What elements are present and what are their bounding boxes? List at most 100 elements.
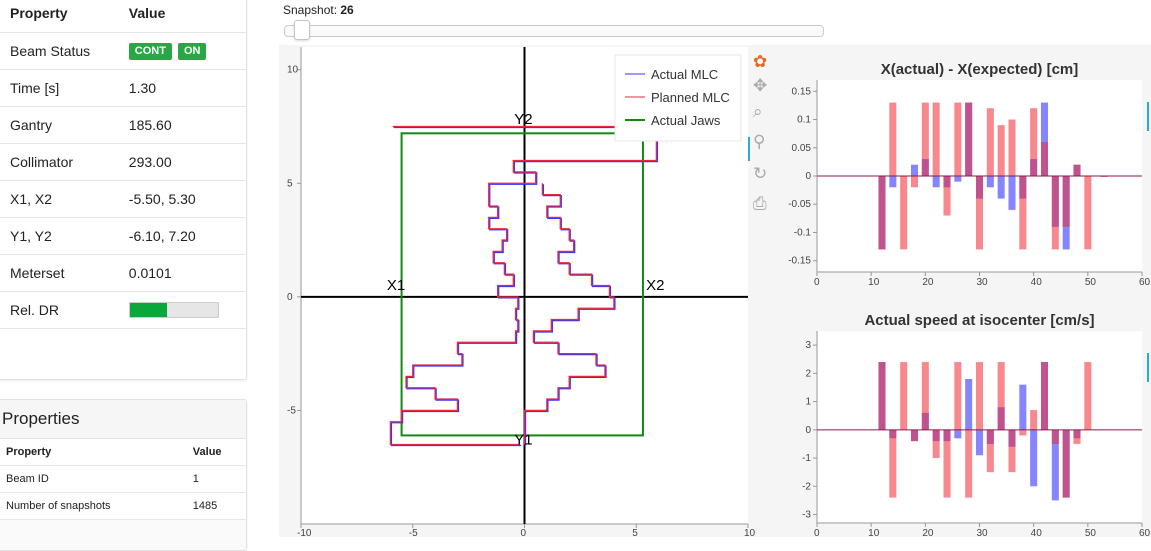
speed-chart-bar — [1084, 362, 1092, 430]
property-label: Rel. DR — [0, 291, 115, 329]
speed-chart-bar — [932, 429, 940, 459]
x-tick-label: 60 — [1139, 528, 1151, 537]
jaw-label: X2 — [646, 277, 664, 294]
error-chart-bar — [975, 176, 984, 250]
speed-chart-bar — [1019, 384, 1027, 430]
table-header-row: Property Value — [0, 0, 246, 33]
error-chart-bar — [1084, 176, 1092, 250]
x-tick-label: 0 — [521, 528, 527, 537]
speed-chart-bar — [1062, 429, 1070, 498]
error-chart-bar — [1073, 164, 1081, 176]
x-tick-label: 0 — [814, 277, 820, 288]
property-value: 1.30 — [114, 69, 246, 107]
property-value: 185.60 — [114, 106, 246, 144]
property-value — [114, 291, 246, 329]
property-value: -6.10, 7.20 — [114, 217, 246, 255]
y-tick-label: -3 — [802, 510, 811, 521]
speed-chart-bar — [986, 429, 994, 473]
x-tick-label: 10 — [868, 528, 880, 537]
error-chart-bar — [889, 176, 897, 188]
dose-rate-fill — [129, 302, 167, 317]
error-chart-bar — [1008, 119, 1016, 176]
snapshot-slider-handle[interactable] — [293, 20, 310, 40]
property-value: 0.0101 — [114, 254, 246, 292]
y-tick-label: 0 — [805, 425, 811, 436]
x-tick-label: 0 — [814, 528, 820, 537]
x-tick-label: 40 — [1031, 277, 1043, 288]
y-tick-label: 3 — [805, 340, 811, 351]
speed-chart-bar — [900, 362, 908, 430]
table-header-row: Property Value — [0, 439, 246, 466]
snapshot-slider-track[interactable] — [284, 25, 824, 37]
speed-chart-bar — [965, 429, 973, 498]
x-tick-label: -10 — [297, 528, 312, 537]
y-tick-label: 0.15 — [792, 86, 812, 97]
x-tick-label: 50 — [1085, 277, 1097, 288]
legend-label: Actual Jaws — [651, 113, 721, 128]
x-tick-label: 60 — [1139, 277, 1151, 288]
property-label: X1, X2 — [0, 180, 115, 218]
error-chart-bar — [900, 176, 908, 250]
x-tick-label: 30 — [977, 277, 989, 288]
table-row: Beam Status CONT ON — [0, 32, 246, 70]
y-tick-label: -1 — [802, 453, 811, 464]
x-tick-label: 20 — [922, 277, 934, 288]
speed-chart-bar — [997, 362, 1005, 430]
plot-area: -10 -5 0 5 10 -5 0 5 10 X1 X2 Y2 Y1 Actual MLC Planned… — [279, 45, 1151, 537]
box-zoom-icon[interactable]: ⌕ — [753, 102, 763, 121]
table-row: Y1, Y2 -6.10, 7.20 — [0, 217, 246, 255]
error-chart-bar — [910, 164, 919, 176]
pan-icon[interactable]: ✥ — [753, 76, 767, 95]
error-chart-bar — [1040, 142, 1049, 176]
error-chart-bar — [954, 176, 962, 182]
legend-box — [614, 54, 742, 142]
properties-title: Properties — [0, 400, 246, 439]
y-tick-label: 0 — [287, 292, 293, 303]
beam-status-table: Property Value Beam Status CONT ON Time [s]… — [0, 0, 246, 329]
legend-label: Actual MLC — [651, 67, 718, 82]
speed-chart-bar — [1051, 429, 1059, 501]
speed-chart-bar — [975, 362, 984, 430]
wheel-zoom-icon[interactable]: ⚲ — [753, 132, 765, 151]
table-row: Rel. DR — [0, 291, 246, 329]
speed-chart-bar — [954, 429, 962, 439]
y-tick-label: -2 — [802, 481, 811, 492]
y-tick-label: -0.1 — [794, 227, 812, 238]
property-label: Gantry — [0, 106, 115, 144]
column-header-value: Value — [114, 0, 246, 33]
table-row: Meterset 0.0101 — [0, 254, 246, 292]
property-label: Y1, Y2 — [0, 217, 115, 255]
error-chart-bar — [943, 176, 951, 216]
error-chart-bar — [878, 176, 886, 250]
x-tick-label: 10 — [744, 528, 756, 537]
y-tick-label: -5 — [287, 405, 296, 416]
legend-label: Planned MLC — [651, 90, 730, 105]
property-value: CONT ON — [114, 32, 246, 70]
error-chart-bar — [1051, 176, 1059, 250]
speed-chart-bar — [1051, 429, 1059, 444]
table-row: Collimator 293.00 — [0, 143, 246, 181]
error-chart-bar — [1019, 176, 1027, 250]
error-chart-bar — [997, 176, 1005, 199]
property-label: Collimator — [0, 143, 115, 181]
table-row: Time [s] 1.30 — [0, 69, 246, 107]
speed-chart-bar — [1073, 429, 1081, 444]
property-label: Number of snapshots — [0, 492, 183, 520]
jaw-label: Y2 — [514, 111, 532, 128]
speed-chart-title: Actual speed at isocenter [cm/s] — [864, 312, 1094, 329]
error-chart-bar — [965, 102, 973, 176]
bokeh-logo-icon[interactable]: ✿ — [753, 52, 767, 71]
error-chart-bar — [932, 176, 940, 188]
y-tick-label: 1 — [805, 397, 811, 408]
actual-jaws-rect — [400, 132, 644, 437]
speed-chart-bar — [954, 362, 962, 430]
properties-table: Property Value Beam ID 1 Number of snapsho… — [0, 439, 246, 520]
error-chart-bar — [910, 176, 919, 188]
speed-chart-bar — [965, 379, 973, 430]
save-icon[interactable]: ⎙ — [753, 194, 767, 213]
reset-icon[interactable]: ↻ — [753, 164, 767, 183]
speed-chart-bar — [910, 429, 919, 442]
property-label: Time [s] — [0, 69, 115, 107]
x-tick-label: 20 — [922, 528, 934, 537]
properties-panel: Properties Property Value Beam ID 1 Number… — [0, 399, 247, 551]
